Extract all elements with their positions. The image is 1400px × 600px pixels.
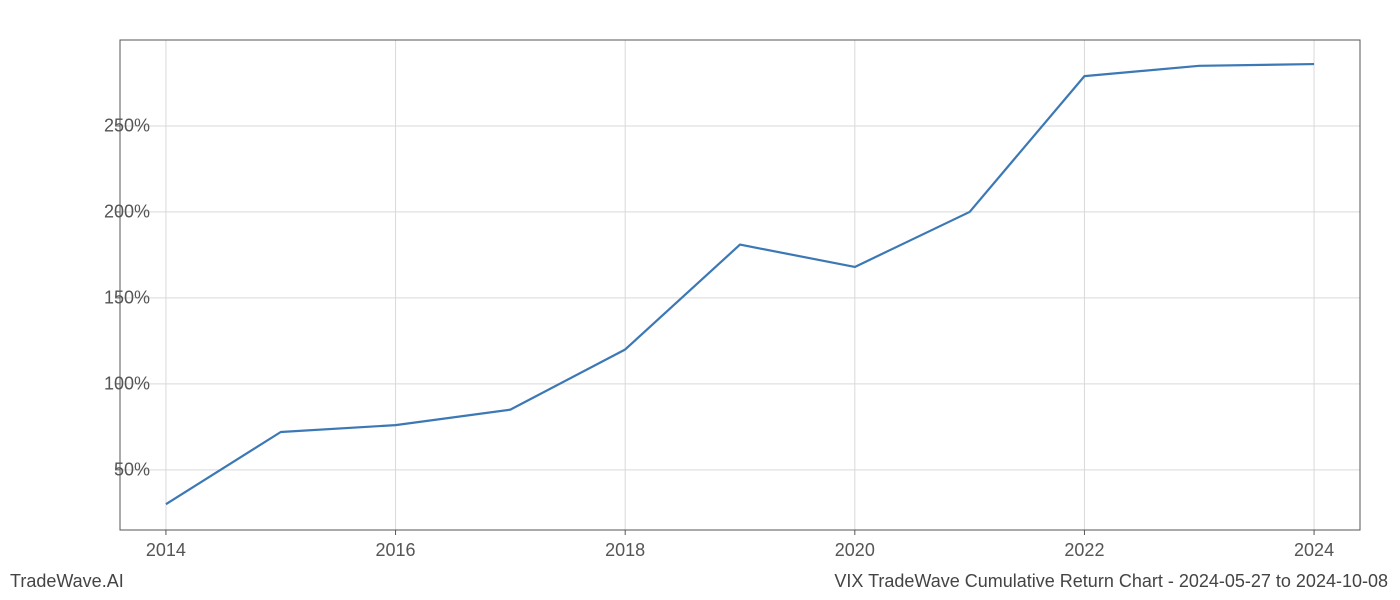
x-tick-label: 2018	[605, 540, 645, 561]
y-tick-label: 50%	[70, 459, 150, 480]
chart-plot-area	[120, 40, 1360, 530]
y-tick-label: 150%	[70, 287, 150, 308]
x-tick-label: 2024	[1294, 540, 1334, 561]
footer-brand-text: TradeWave.AI	[10, 571, 124, 592]
x-tick-label: 2020	[835, 540, 875, 561]
y-tick-label: 200%	[70, 201, 150, 222]
y-tick-label: 250%	[70, 115, 150, 136]
x-tick-label: 2022	[1064, 540, 1104, 561]
line-chart-svg	[120, 40, 1360, 530]
x-tick-label: 2014	[146, 540, 186, 561]
y-tick-label: 100%	[70, 373, 150, 394]
footer-caption-text: VIX TradeWave Cumulative Return Chart - …	[834, 571, 1388, 592]
data-line	[166, 64, 1314, 504]
x-tick-label: 2016	[376, 540, 416, 561]
